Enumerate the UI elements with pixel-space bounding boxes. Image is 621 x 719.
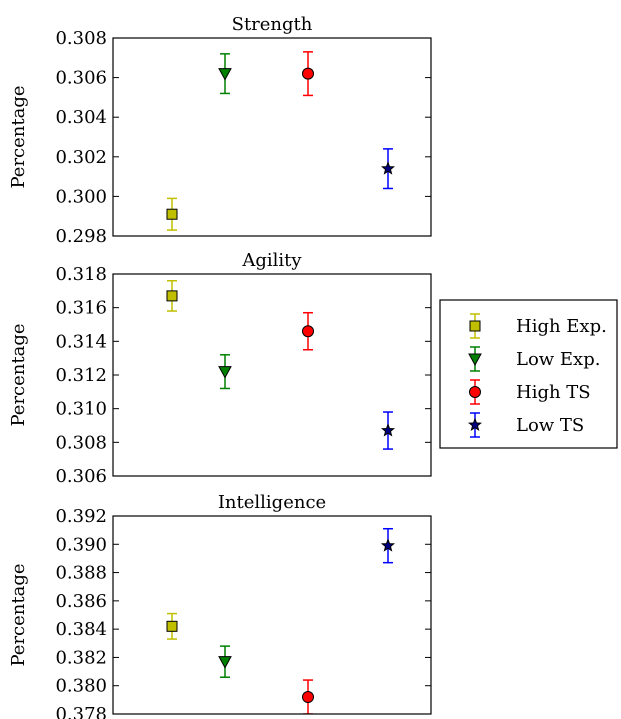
y-tick-label: 0.310 — [55, 399, 107, 420]
y-tick-label: 0.314 — [55, 331, 107, 352]
y-tick-label: 0.308 — [55, 28, 107, 49]
legend-label: Low TS — [516, 415, 584, 436]
subplot-title: Intelligence — [218, 492, 326, 513]
data-points — [166, 279, 396, 450]
subplot-intelligence: Intelligence Percentage 0.378 0.380 0.382 0.3… — [8, 492, 432, 719]
plot-frame — [112, 37, 432, 237]
legend-marker-square-icon — [469, 320, 481, 332]
plot-frame — [112, 515, 432, 715]
y-axis-label: Percentage — [8, 323, 29, 426]
data-point-high-ts — [302, 325, 314, 338]
legend-item: High TS — [469, 379, 591, 405]
y-tick-label: 0.304 — [55, 107, 107, 128]
legend-item: Low Exp. — [468, 346, 600, 372]
legend: High Exp. Low Exp. High TS Low TS — [439, 299, 618, 449]
data-point-high-exp — [166, 290, 178, 302]
subplot-title: Strength — [232, 14, 313, 35]
y-tick-label: 0.382 — [55, 647, 107, 668]
y-axis-label: Percentage — [8, 85, 29, 188]
data-points — [166, 527, 396, 714]
y-tick-label: 0.384 — [55, 619, 107, 640]
y-tick-label: 0.302 — [55, 147, 107, 168]
subplot-strength: Strength Percentage 0.298 0.300 0.302 0.304 0.… — [8, 14, 432, 247]
legend-marker-star-icon — [467, 417, 483, 431]
legend-label: Low Exp. — [516, 349, 600, 370]
y-tick-label: 0.306 — [55, 466, 107, 487]
legend-item: High Exp. — [469, 313, 607, 339]
data-points — [166, 51, 396, 231]
y-tick-label: 0.300 — [55, 186, 107, 207]
legend-label: High Exp. — [516, 316, 607, 337]
data-point-low-ts — [380, 538, 396, 552]
data-point-low-exp — [218, 366, 232, 379]
subplot-agility: Agility Percentage 0.306 0.308 0.310 0.312 0.3… — [8, 250, 432, 487]
data-point-low-ts — [380, 161, 396, 175]
data-point-low-ts — [380, 423, 396, 437]
y-tick-label: 0.318 — [55, 264, 107, 285]
data-point-high-exp — [166, 620, 178, 632]
data-point-low-exp — [218, 68, 232, 81]
data-point-high-ts — [302, 67, 314, 80]
data-point-low-exp — [218, 656, 232, 669]
y-tick-label: 0.306 — [55, 68, 107, 89]
subplots: Strength Percentage 0.298 0.300 0.302 0.304 0.… — [8, 14, 432, 719]
y-tick-label: 0.388 — [55, 563, 107, 584]
y-tick-label: 0.298 — [55, 226, 107, 247]
plot-frame — [112, 273, 432, 477]
y-tick-label: 0.390 — [55, 534, 107, 555]
legend-marker-circle-icon — [469, 386, 481, 398]
subplot-title: Agility — [241, 250, 302, 271]
y-tick-label: 0.378 — [55, 704, 107, 719]
legend-item: Low TS — [467, 412, 584, 438]
data-point-high-ts — [302, 691, 314, 704]
y-tick-label: 0.380 — [55, 676, 107, 697]
y-axis-label: Percentage — [8, 563, 29, 666]
y-tick-label: 0.316 — [55, 298, 107, 319]
y-tick-label: 0.392 — [55, 506, 107, 527]
legend-marker-triangle-down-icon — [468, 353, 482, 367]
legend-label: High TS — [516, 382, 591, 403]
y-tick-label: 0.308 — [55, 432, 107, 453]
y-tick-label: 0.386 — [55, 591, 107, 612]
y-tick-label: 0.312 — [55, 365, 107, 386]
data-point-high-exp — [166, 208, 178, 220]
